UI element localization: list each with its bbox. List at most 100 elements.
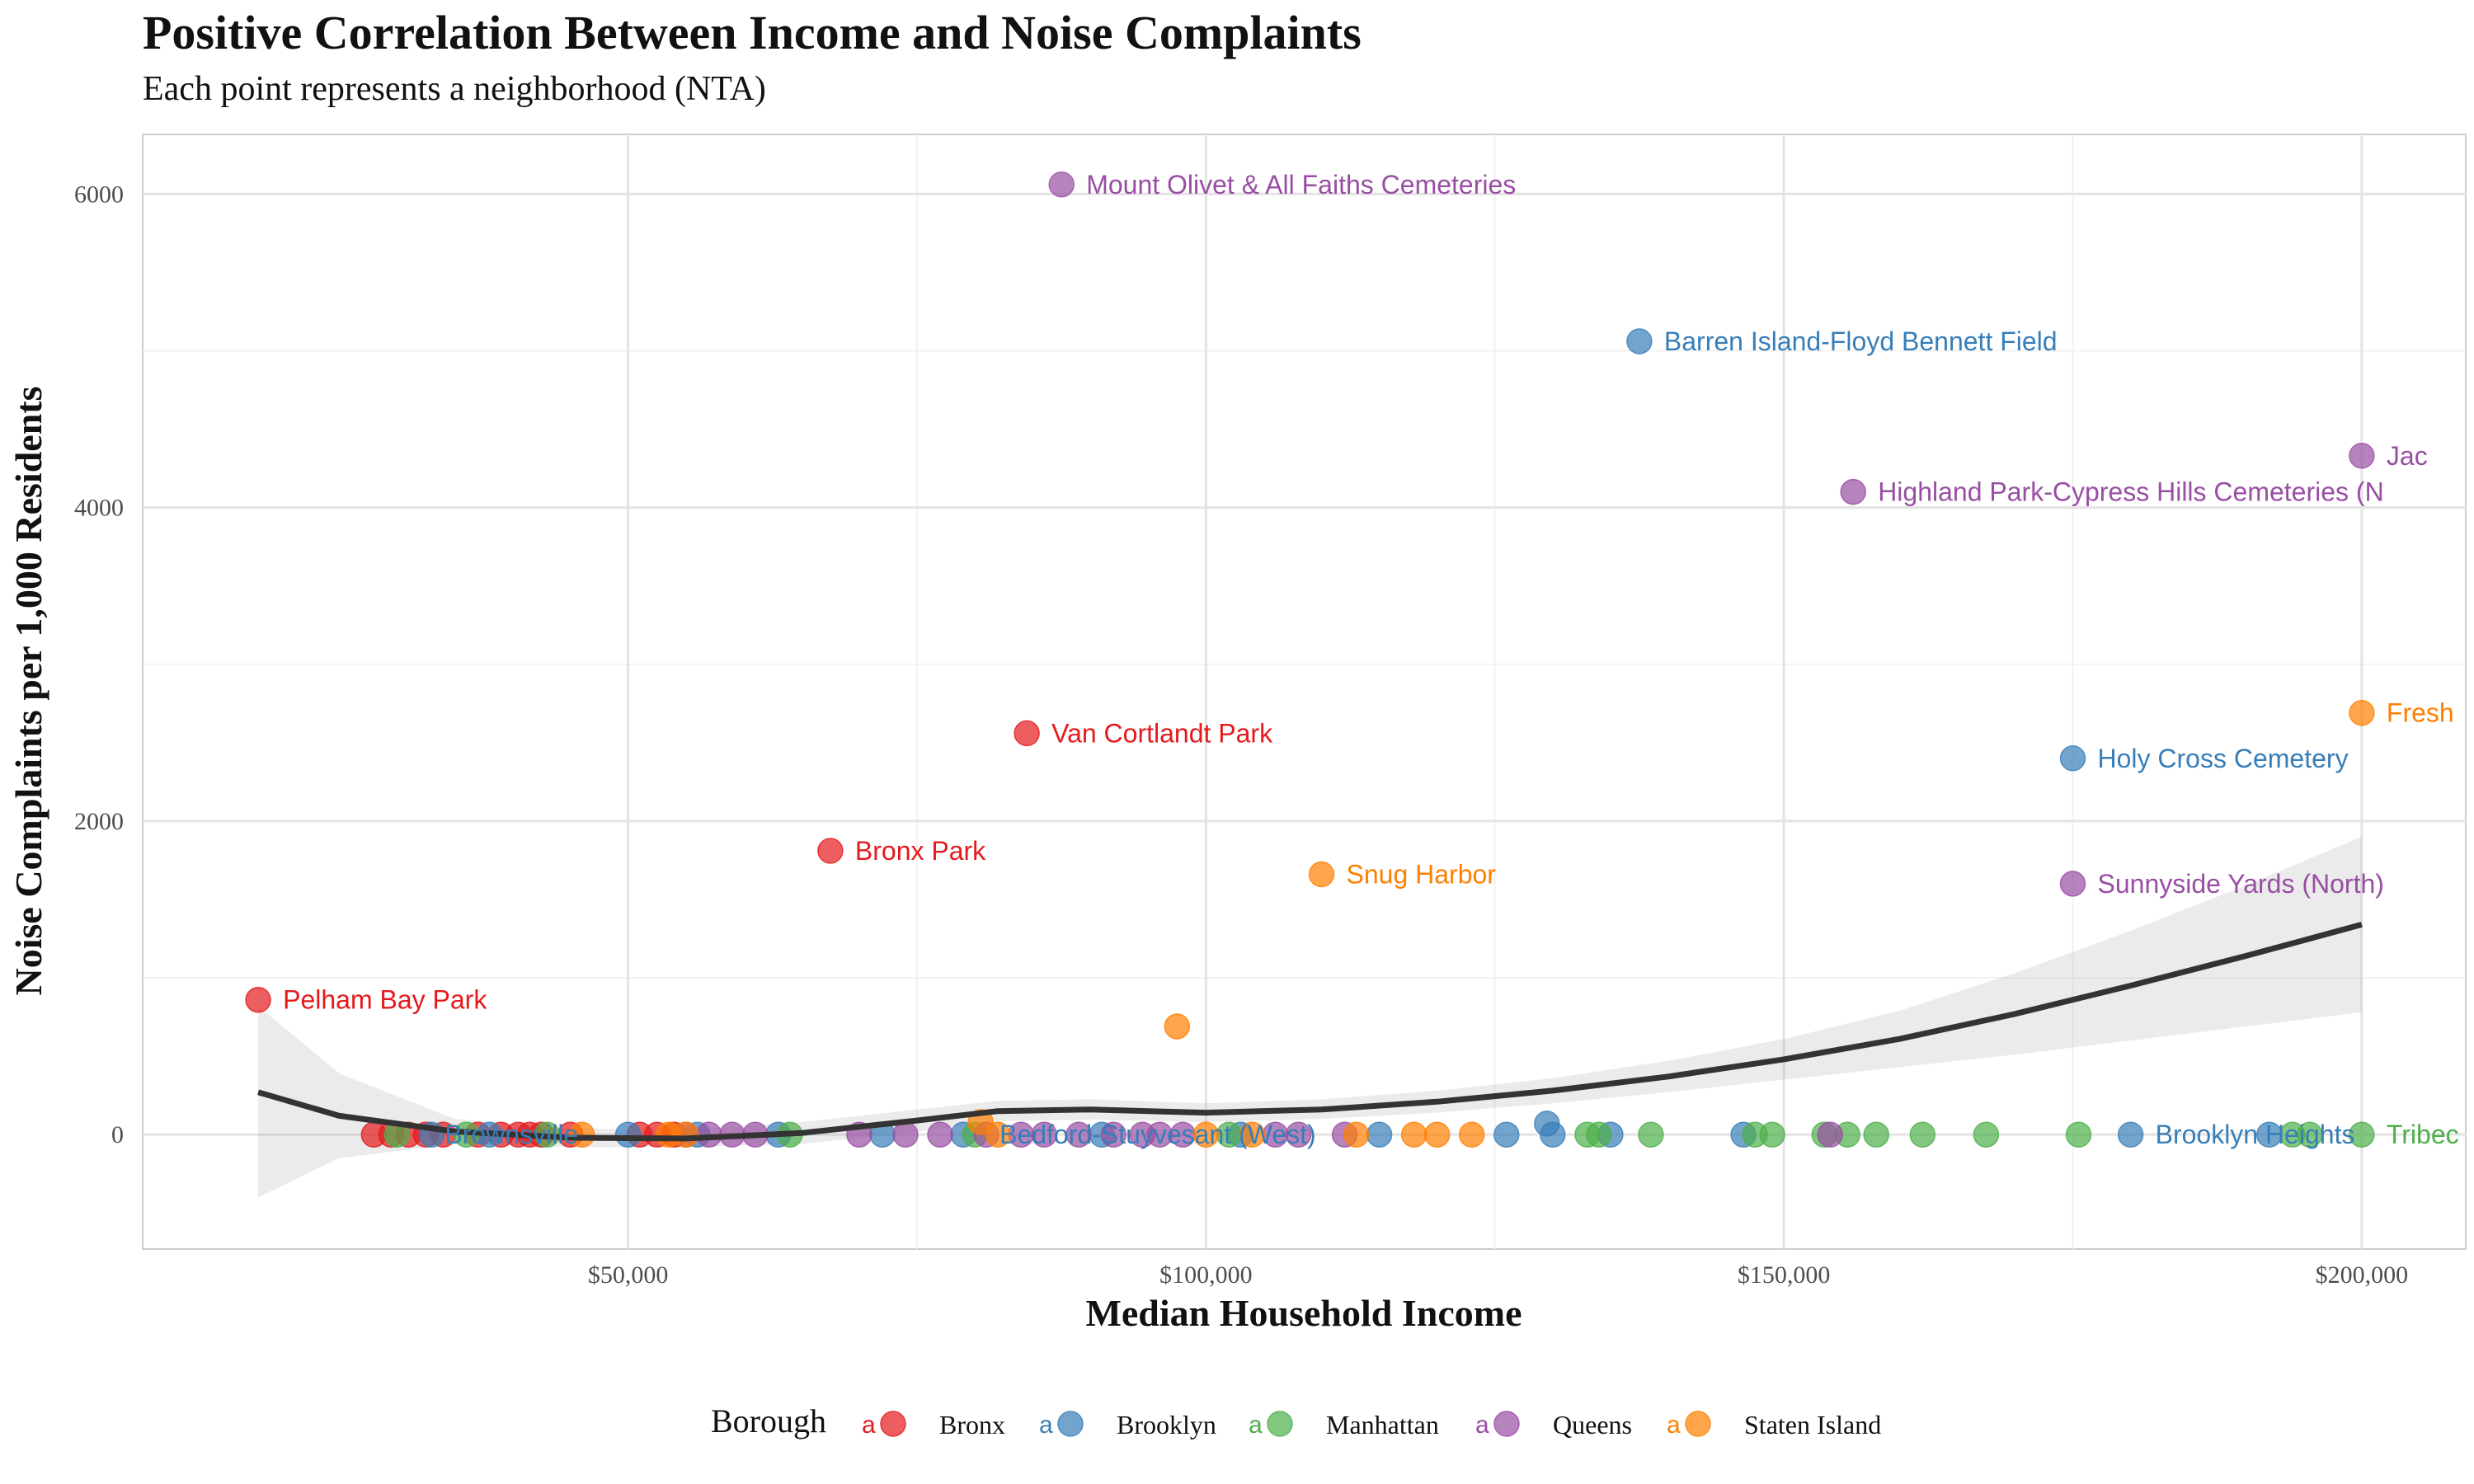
data-point-queens bbox=[2059, 871, 2086, 897]
y-tick-label: 0 bbox=[111, 1121, 124, 1148]
data-point-manhattan bbox=[2349, 1121, 2375, 1148]
point-label: Fresh bbox=[2387, 698, 2454, 728]
x-axis-title: Median Household Income bbox=[1085, 1292, 1522, 1334]
data-point-manhattan bbox=[2065, 1121, 2092, 1148]
plot-panel bbox=[142, 134, 2467, 1250]
point-labels: Mount Olivet & All Faiths Cemeteries Barr… bbox=[283, 170, 2459, 1149]
legend-label: Staten Island bbox=[1744, 1410, 1881, 1439]
legend-key-glyph-text: a bbox=[1667, 1411, 1681, 1439]
trend-line bbox=[257, 922, 2363, 1142]
legend-item-bronx: a Bronx bbox=[862, 1410, 1005, 1439]
data-point-queens bbox=[1048, 171, 1075, 198]
x-tick-label: $150,000 bbox=[1738, 1261, 1831, 1289]
data-point-brooklyn bbox=[1626, 328, 1653, 355]
point-label: Holy Cross Cemetery bbox=[2098, 744, 2349, 773]
data-point-queens bbox=[1065, 1121, 1092, 1148]
point-label: Highland Park-Cypress Hills Cemeteries (… bbox=[1878, 477, 2384, 507]
smooth-confidence-band bbox=[258, 836, 2362, 1198]
data-point-queens bbox=[1100, 1121, 1127, 1148]
legend: Borough a Bronx a Brooklyn a Manhattan a Queens… bbox=[711, 1402, 1881, 1439]
data-point-staten-island bbox=[568, 1121, 595, 1148]
legend-key-glyph-text: a bbox=[862, 1411, 876, 1439]
data-point-queens bbox=[1817, 1121, 1843, 1148]
chart-subtitle: Each point represents a neighborhood (NT… bbox=[143, 70, 766, 108]
data-point-manhattan bbox=[1909, 1121, 1936, 1148]
x-tick-label: $200,000 bbox=[2316, 1261, 2409, 1289]
data-point-queens bbox=[1031, 1121, 1057, 1148]
data-point-staten-island bbox=[1400, 1121, 1427, 1148]
data-point-queens bbox=[2349, 443, 2375, 469]
point-label: Sunnyside Yards (North) bbox=[2098, 869, 2384, 899]
point-label: Pelham Bay Park bbox=[283, 985, 487, 1015]
legend-key-glyph-text: a bbox=[1039, 1411, 1053, 1439]
point-label: Van Cortlandt Park bbox=[1051, 718, 1273, 748]
data-point-brooklyn bbox=[2059, 745, 2086, 772]
legend-label: Bronx bbox=[939, 1410, 1005, 1439]
data-point-manhattan bbox=[1973, 1121, 2000, 1148]
legend-label: Brooklyn bbox=[1117, 1410, 1216, 1439]
data-point-staten-island bbox=[1192, 1121, 1220, 1148]
data-point-staten-island bbox=[985, 1121, 1011, 1148]
data-point-staten-island bbox=[1423, 1121, 1451, 1148]
data-point-queens bbox=[927, 1121, 953, 1148]
point-label: Snug Harbor bbox=[1347, 860, 1497, 890]
legend-key-point bbox=[1057, 1411, 1084, 1437]
smooth-trend-line bbox=[257, 922, 2363, 1142]
legend-key-glyph-text: a bbox=[1249, 1411, 1263, 1439]
x-tick-label: $50,000 bbox=[588, 1261, 669, 1289]
point-label: Brooklyn Heights bbox=[2156, 1120, 2355, 1149]
data-point-staten-island bbox=[1343, 1121, 1370, 1148]
data-point-staten-island bbox=[1164, 1013, 1191, 1040]
point-label: Bedford-Stuyvesant (West) bbox=[999, 1120, 1316, 1149]
legend-label: Manhattan bbox=[1326, 1410, 1439, 1439]
data-point-manhattan bbox=[2297, 1121, 2323, 1148]
point-label: Brownsville bbox=[444, 1120, 578, 1149]
point-label: Tribec bbox=[2387, 1120, 2459, 1149]
data-point-staten-island bbox=[672, 1121, 699, 1148]
data-point-brooklyn bbox=[1366, 1121, 1393, 1148]
data-point-queens bbox=[1840, 478, 1866, 505]
confidence-band bbox=[258, 836, 2362, 1198]
point-label: Jac bbox=[2387, 441, 2428, 471]
legend-key-point bbox=[880, 1411, 906, 1437]
data-point-bronx bbox=[245, 986, 271, 1013]
data-point-staten-island bbox=[1458, 1121, 1485, 1148]
data-point-queens bbox=[892, 1121, 919, 1148]
chart-title: Positive Correlation Between Income and … bbox=[143, 6, 1362, 59]
data-point-brooklyn bbox=[614, 1121, 642, 1148]
legend-key-point bbox=[1685, 1411, 1711, 1437]
data-point-manhattan bbox=[1586, 1121, 1612, 1148]
x-axis-ticks: $50,000 $100,000 $150,000 $200,000 bbox=[588, 1261, 2408, 1289]
y-tick-label: 4000 bbox=[74, 495, 124, 522]
legend-label: Queens bbox=[1553, 1410, 1632, 1439]
legend-item-manhattan: a Manhattan bbox=[1249, 1410, 1439, 1439]
x-tick-label: $100,000 bbox=[1159, 1261, 1253, 1289]
data-point-staten-island bbox=[1308, 861, 1335, 888]
data-point-queens bbox=[1285, 1121, 1312, 1148]
data-point-brooklyn bbox=[1540, 1121, 1566, 1148]
data-point-bronx bbox=[1014, 720, 1040, 747]
legend-item-brooklyn: a Brooklyn bbox=[1039, 1410, 1216, 1439]
y-tick-label: 6000 bbox=[74, 181, 124, 208]
data-point-staten-island bbox=[2349, 699, 2375, 726]
data-point-brooklyn bbox=[2117, 1121, 2144, 1148]
legend-key-point bbox=[1267, 1411, 1293, 1437]
data-point-manhattan bbox=[1638, 1121, 1664, 1148]
y-axis-ticks: 0 2000 4000 6000 bbox=[74, 181, 124, 1148]
legend-key-point bbox=[1493, 1411, 1520, 1437]
point-label: Barren Island-Floyd Bennett Field bbox=[1664, 326, 2058, 356]
point-label: Bronx Park bbox=[855, 836, 986, 866]
legend-item-queens: a Queens bbox=[1475, 1410, 1632, 1439]
data-point-manhattan bbox=[1759, 1121, 1785, 1148]
legend-item-staten-island: a Staten Island bbox=[1667, 1410, 1881, 1439]
data-point-brooklyn bbox=[1493, 1121, 1520, 1148]
legend-key-glyph-text: a bbox=[1475, 1411, 1489, 1439]
data-point-staten-island bbox=[1239, 1121, 1266, 1148]
point-label: Mount Olivet & All Faiths Cemeteries bbox=[1086, 170, 1516, 200]
legend-title: Borough bbox=[711, 1402, 826, 1439]
data-point-bronx bbox=[817, 838, 844, 864]
y-tick-label: 2000 bbox=[74, 808, 124, 835]
data-point-manhattan bbox=[1863, 1121, 1889, 1148]
y-axis-title: Noise Complaints per 1,000 Residents bbox=[7, 386, 49, 995]
